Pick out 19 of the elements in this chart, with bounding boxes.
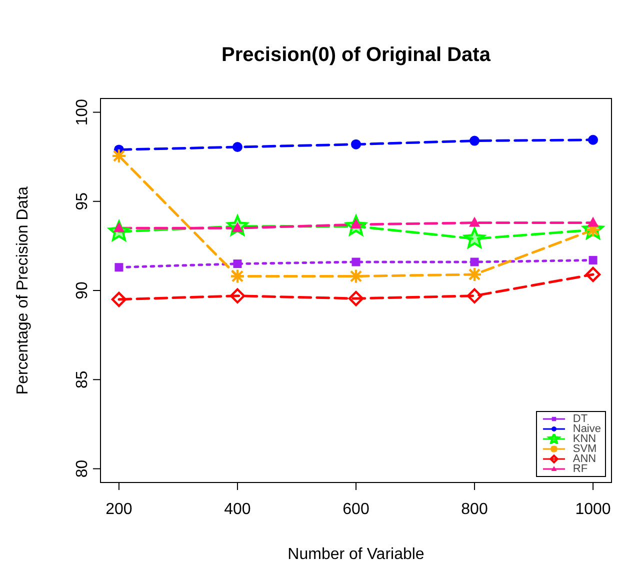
x-tick-label: 200 <box>106 501 132 518</box>
x-tick-label: 600 <box>342 501 370 518</box>
y-axis-title: Percentage of Precision Data <box>14 186 32 395</box>
legend-label: DT <box>572 413 588 425</box>
x-axis-title: Number of Variable <box>288 546 424 563</box>
x-tick-label: 400 <box>224 501 251 518</box>
legend-label: RF <box>572 463 588 475</box>
legend-label: SVM <box>572 443 597 455</box>
y-tick-label: 80 <box>74 460 91 478</box>
x-tick-label: 1000 <box>575 501 611 518</box>
chart-title: Precision(0) of Original Data <box>220 44 492 67</box>
legend-label: KNN <box>572 433 596 445</box>
y-tick-label: 85 <box>74 370 91 389</box>
y-tick-label: 95 <box>74 192 91 210</box>
legend-label: Naive <box>572 423 601 435</box>
y-tick-label: 100 <box>74 98 91 126</box>
legend-label: ANN <box>572 453 596 465</box>
y-tick-label: 90 <box>74 282 91 300</box>
x-tick-label: 800 <box>461 501 488 518</box>
